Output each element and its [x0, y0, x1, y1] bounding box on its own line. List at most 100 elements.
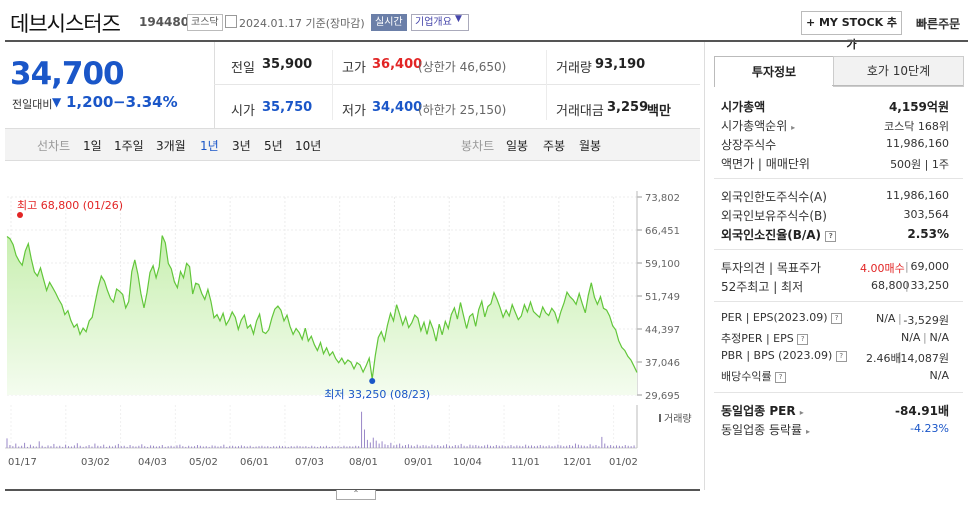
volume-bar	[536, 445, 538, 448]
industry-rate-label[interactable]: 동일업종 등락률 ▸	[721, 421, 810, 438]
volume-bar	[68, 446, 70, 448]
tab-5y[interactable]: 5년	[264, 139, 283, 153]
tab-10y[interactable]: 10년	[295, 139, 322, 153]
current-price: 34,700	[10, 56, 125, 92]
volume-bar	[217, 446, 219, 448]
separator: |	[905, 260, 909, 273]
volume-bar	[62, 446, 64, 448]
high-label: 고가	[342, 61, 366, 76]
down-arrow-icon: ▼	[52, 95, 62, 109]
volume-bar	[560, 445, 562, 448]
volume-bar	[457, 445, 459, 448]
help-icon[interactable]: ?	[825, 231, 837, 242]
volume-bar	[478, 445, 480, 448]
volume-bar	[484, 445, 486, 448]
volume-bar	[613, 446, 615, 448]
realtime-button[interactable]: 실시간	[371, 14, 407, 31]
volume-bar	[202, 446, 204, 448]
volume-bar	[501, 445, 503, 448]
volume-bar	[375, 440, 377, 448]
volume-bar	[176, 445, 178, 448]
volume-bar	[208, 446, 210, 448]
volume-bar	[507, 445, 509, 448]
upper-limit: (상한가 46,650)	[418, 60, 507, 74]
tab-invest-info[interactable]: 투자정보	[714, 56, 834, 87]
tab-3m[interactable]: 3개월	[156, 139, 186, 153]
high-value: 36,400	[372, 57, 423, 72]
volume-bar	[15, 443, 17, 448]
volume-bar	[463, 445, 465, 448]
help-icon[interactable]: ?	[775, 372, 787, 383]
quote-col-divider	[332, 50, 333, 120]
volume-bar	[235, 446, 237, 448]
chart-period-tabs	[5, 128, 700, 161]
help-icon[interactable]: ?	[831, 313, 843, 324]
volume-bar	[322, 446, 324, 448]
volume-bar	[287, 446, 289, 448]
volume-bar	[182, 446, 184, 448]
volume-bar	[378, 443, 380, 448]
price-divider	[214, 42, 215, 128]
volume-bar	[308, 446, 310, 448]
52w-low-value: 33,250	[910, 279, 950, 292]
amount-unit: 백만	[647, 104, 671, 119]
volume-bar	[513, 446, 515, 448]
volume-bar	[240, 445, 242, 448]
volume-bar	[349, 446, 351, 448]
tab-order-book[interactable]: 호가 10단계	[833, 56, 964, 87]
industry-rate-text: 동일업종 등락률	[721, 423, 803, 437]
volume-bar	[53, 443, 55, 448]
company-overview-dropdown[interactable]: 기업개요	[411, 14, 469, 31]
volume-bar	[161, 445, 163, 448]
volume-bar	[252, 446, 254, 448]
expand-chevron-icon[interactable]: ⌃	[336, 490, 376, 500]
volume-bar	[82, 446, 84, 448]
volume-bar	[481, 446, 483, 448]
tab-3y[interactable]: 3년	[232, 139, 251, 153]
separator: |	[898, 350, 902, 363]
tab-weekly-candle[interactable]: 주봉	[543, 139, 566, 153]
help-icon[interactable]: ?	[835, 351, 847, 362]
est-per-label: 추정PER | EPS ?	[721, 330, 809, 346]
volume-bar	[232, 445, 234, 448]
volume-bar	[196, 445, 198, 448]
volume-bar	[396, 444, 398, 448]
section-divider	[714, 249, 963, 250]
volume-bar	[153, 445, 155, 448]
industry-per-label[interactable]: 동일업종 PER ▸	[721, 402, 804, 419]
volume-bar	[276, 446, 278, 448]
x-tick-label: 01/02	[609, 457, 638, 468]
change-percent: −3.34%	[113, 93, 178, 111]
lower-limit: (하한가 25,150)	[418, 103, 507, 117]
tab-1d[interactable]: 1일	[83, 139, 102, 153]
volume-bar	[358, 446, 360, 448]
market-cap-rank-label[interactable]: 시가총액순위 ▸	[721, 117, 795, 134]
stock-code: 194480	[139, 15, 190, 29]
tab-1w[interactable]: 1주일	[114, 139, 144, 153]
volume-bar	[580, 445, 582, 448]
x-tick-label: 11/01	[511, 457, 540, 468]
tab-daily-candle[interactable]: 일봉	[506, 139, 529, 153]
quick-order-link[interactable]: 빠른주문	[916, 17, 961, 31]
tab-monthly-candle[interactable]: 월봉	[579, 139, 602, 153]
tab-1y[interactable]: 1년	[200, 139, 219, 153]
price-area-chart[interactable]: 73,802 66,451 59,100 51,749 44,397 37,046 29,6…	[5, 170, 700, 405]
volume-bar	[302, 446, 304, 448]
amount-label: 거래대금	[556, 104, 604, 119]
x-tick-label: 04/03	[138, 457, 167, 468]
volume-bar	[35, 446, 37, 448]
volume-bar	[70, 446, 72, 448]
help-icon[interactable]: ?	[797, 334, 809, 345]
volume-bar	[59, 445, 61, 448]
volume-bar	[422, 445, 424, 448]
y-tick-label: 29,695	[645, 391, 680, 402]
volume-bar	[138, 445, 140, 448]
foreign-limit-label: 외국인한도주식수(A)	[721, 190, 827, 204]
x-tick-label: 03/02	[81, 457, 110, 468]
my-stock-add-button[interactable]: + MY STOCK 추가	[801, 11, 902, 51]
volume-bar	[12, 446, 14, 448]
volume-bar	[144, 446, 146, 448]
open-label: 시가	[231, 104, 255, 119]
chevron-right-icon: ▸	[799, 408, 804, 417]
open-value: 35,750	[262, 100, 313, 115]
